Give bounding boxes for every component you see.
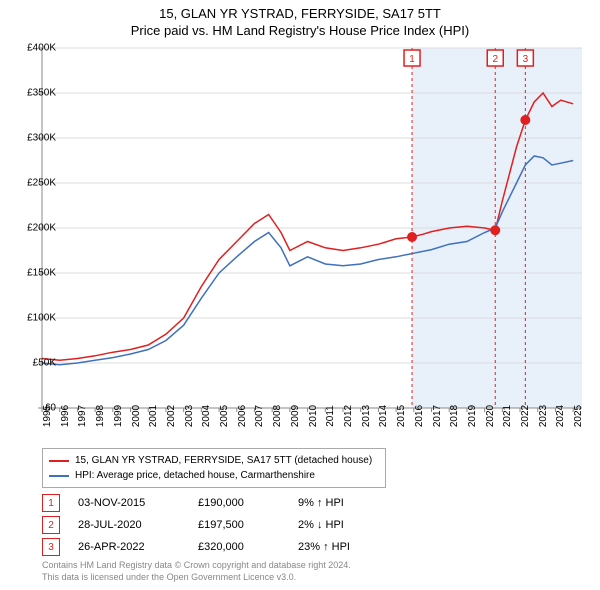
- y-axis-label: £250K: [16, 178, 56, 189]
- title-subtitle: Price paid vs. HM Land Registry's House …: [0, 23, 600, 38]
- y-axis-label: £100K: [16, 313, 56, 324]
- marker-badge-icon: 3: [42, 538, 60, 556]
- chart-title-block: 15, GLAN YR YSTRAD, FERRYSIDE, SA17 5TT …: [0, 0, 600, 38]
- svg-text:1: 1: [409, 54, 415, 65]
- x-axis-label: 1999: [113, 405, 124, 427]
- chart-legend: 15, GLAN YR YSTRAD, FERRYSIDE, SA17 5TT …: [42, 448, 386, 488]
- marker-date: 28-JUL-2020: [78, 519, 198, 531]
- license-text: Contains HM Land Registry data © Crown c…: [42, 560, 351, 583]
- legend-item-subject: 15, GLAN YR YSTRAD, FERRYSIDE, SA17 5TT …: [49, 453, 379, 468]
- y-axis-label: £50K: [16, 358, 56, 369]
- legend-label: HPI: Average price, detached house, Carm…: [75, 468, 315, 483]
- marker-date: 03-NOV-2015: [78, 497, 198, 509]
- marker-badge-icon: 1: [42, 494, 60, 512]
- x-axis-label: 2000: [131, 405, 142, 427]
- table-row: 1 03-NOV-2015 £190,000 9% ↑ HPI: [42, 492, 408, 514]
- x-axis-label: 1997: [77, 405, 88, 427]
- y-axis-label: £200K: [16, 223, 56, 234]
- legend-swatch-icon: [49, 460, 69, 462]
- x-axis-label: 2014: [378, 405, 389, 427]
- title-address: 15, GLAN YR YSTRAD, FERRYSIDE, SA17 5TT: [0, 6, 600, 21]
- table-row: 2 28-JUL-2020 £197,500 2% ↓ HPI: [42, 514, 408, 536]
- x-axis-label: 2007: [254, 405, 265, 427]
- x-axis-label: 2009: [290, 405, 301, 427]
- x-axis-label: 2010: [308, 405, 319, 427]
- x-axis-label: 2018: [449, 405, 460, 427]
- x-axis-label: 2023: [538, 405, 549, 427]
- marker-price: £190,000: [198, 497, 298, 509]
- x-axis-label: 2016: [414, 405, 425, 427]
- x-axis-label: 2012: [343, 405, 354, 427]
- x-axis-label: 2025: [573, 405, 584, 427]
- x-axis-label: 2005: [219, 405, 230, 427]
- legend-item-hpi: HPI: Average price, detached house, Carm…: [49, 468, 379, 483]
- x-axis-label: 2015: [396, 405, 407, 427]
- x-axis-label: 1998: [95, 405, 106, 427]
- x-axis-label: 2004: [201, 405, 212, 427]
- x-axis-label: 2008: [272, 405, 283, 427]
- table-row: 3 26-APR-2022 £320,000 23% ↑ HPI: [42, 536, 408, 558]
- svg-text:3: 3: [523, 54, 529, 65]
- x-axis-label: 2019: [467, 405, 478, 427]
- x-axis-label: 2006: [237, 405, 248, 427]
- x-axis-label: 2011: [325, 405, 336, 427]
- marker-date: 26-APR-2022: [78, 541, 198, 553]
- y-axis-label: £150K: [16, 268, 56, 279]
- chart-plot-area: 1 2 3: [42, 48, 582, 408]
- x-axis-label: 2021: [502, 405, 513, 427]
- y-axis-label: £400K: [16, 43, 56, 54]
- x-axis-label: 2013: [361, 405, 372, 427]
- x-axis-label: 2001: [148, 405, 159, 427]
- x-axis-label: 2024: [555, 405, 566, 427]
- marker-delta: 2% ↓ HPI: [298, 519, 408, 531]
- sale-markers-table: 1 03-NOV-2015 £190,000 9% ↑ HPI 2 28-JUL…: [42, 492, 408, 558]
- marker-delta: 23% ↑ HPI: [298, 541, 408, 553]
- y-axis-label: £300K: [16, 133, 56, 144]
- x-axis-label: 1995: [42, 405, 53, 427]
- marker-price: £320,000: [198, 541, 298, 553]
- marker-delta: 9% ↑ HPI: [298, 497, 408, 509]
- y-axis-label: £350K: [16, 88, 56, 99]
- legend-swatch-icon: [49, 475, 69, 477]
- x-axis-label: 2002: [166, 405, 177, 427]
- x-axis-label: 2017: [432, 405, 443, 427]
- x-axis-label: 2020: [485, 405, 496, 427]
- x-axis-label: 2003: [184, 405, 195, 427]
- legend-label: 15, GLAN YR YSTRAD, FERRYSIDE, SA17 5TT …: [75, 453, 372, 468]
- marker-badge-icon: 2: [42, 516, 60, 534]
- marker-price: £197,500: [198, 519, 298, 531]
- x-axis-label: 1996: [60, 405, 71, 427]
- svg-text:2: 2: [492, 54, 498, 65]
- x-axis-label: 2022: [520, 405, 531, 427]
